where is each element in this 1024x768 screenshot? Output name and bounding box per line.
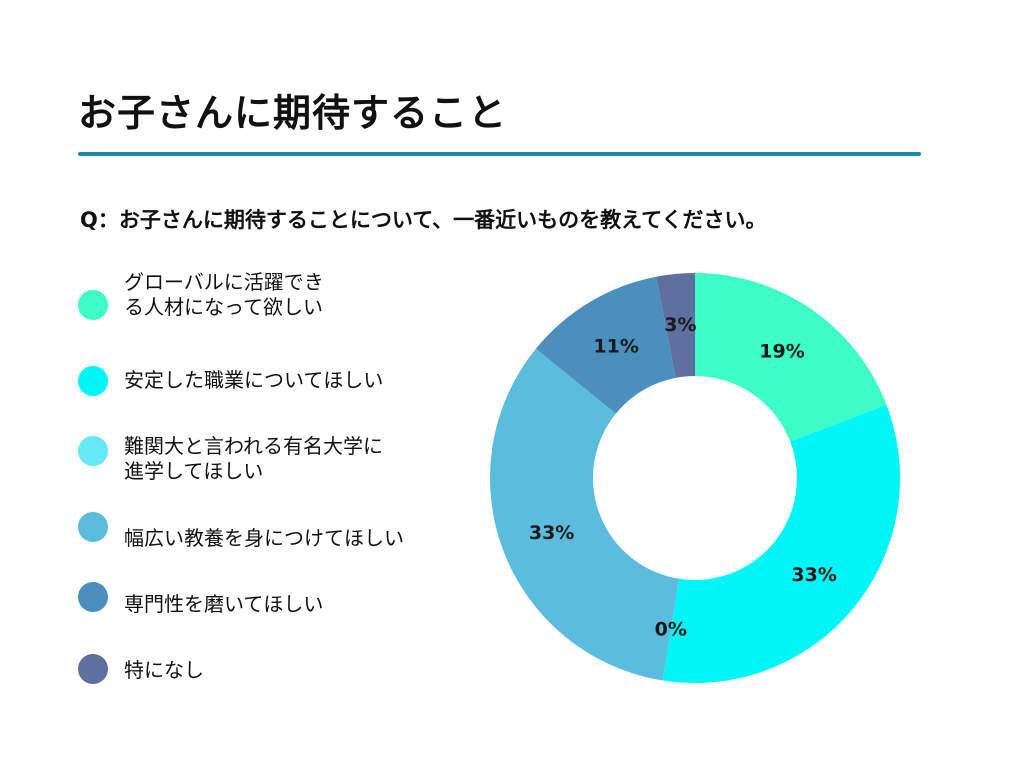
legend-label: 難関大と言われる有名大学に 進学してほしい <box>124 434 383 483</box>
page-title: お子さんに期待すること <box>78 91 508 135</box>
legend-swatch <box>78 654 108 684</box>
donut-chart: 19% 33% 0% 33% 11% 3% <box>485 268 905 688</box>
donut-slice <box>490 348 679 681</box>
legend-label: 安定した職業についてほしい <box>124 368 384 392</box>
data-label: 0% <box>655 619 687 641</box>
question-text: Q：お子さんに期待することについて、一番近いものを教えてください。 <box>80 208 767 232</box>
legend-swatch <box>78 582 108 612</box>
legend-label: 幅広い教養を身につけてほしい <box>124 526 404 550</box>
legend-label: グローバルに活躍でき る人材になって欲しい <box>124 270 324 319</box>
data-label: 33% <box>791 564 836 586</box>
donut-slice <box>662 404 900 683</box>
legend-label: 特になし <box>124 658 204 682</box>
donut-chart-svg: 19% 33% 0% 33% 11% 3% <box>490 273 900 683</box>
donut-slice <box>535 276 676 414</box>
donut-slice <box>695 273 887 442</box>
data-label: 11% <box>593 335 638 357</box>
data-label: 19% <box>759 341 804 363</box>
data-label: 33% <box>529 522 574 544</box>
legend-swatch <box>78 366 108 396</box>
legend-swatch <box>78 290 108 320</box>
legend-label: 専門性を磨いてほしい <box>124 592 324 616</box>
chart-legend: グローバルに活躍でき る人材になって欲しい 安定した職業についてほしい 難関大と… <box>78 270 458 710</box>
data-label: 3% <box>664 314 696 336</box>
legend-swatch <box>78 436 108 466</box>
title-rule <box>78 152 921 156</box>
donut-slice <box>656 273 695 378</box>
legend-swatch <box>78 512 108 542</box>
